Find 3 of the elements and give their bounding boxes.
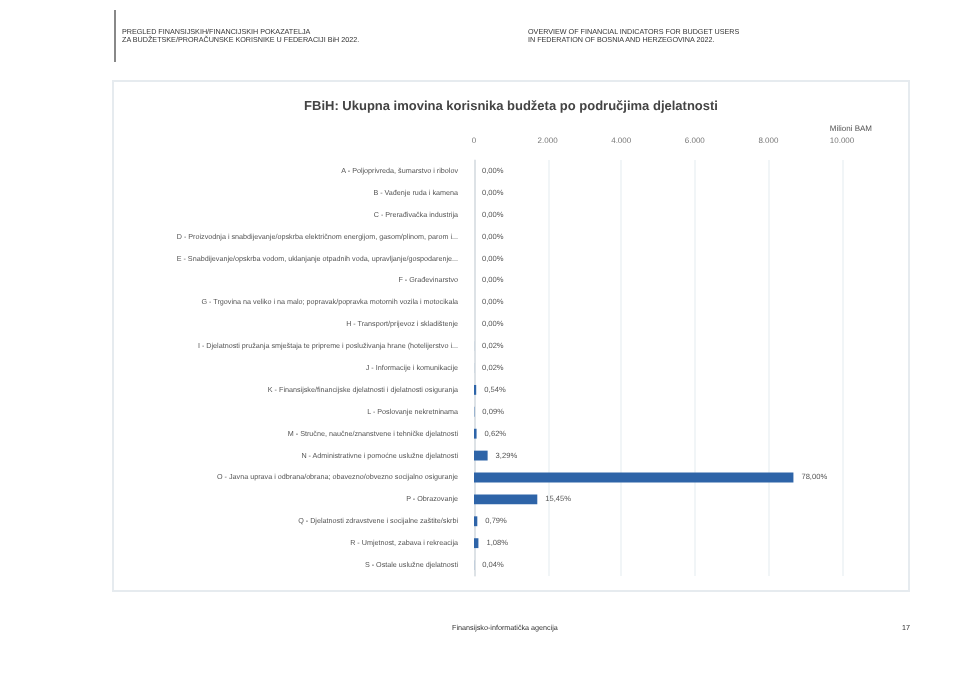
bar bbox=[474, 494, 538, 505]
bar bbox=[474, 450, 488, 461]
bar bbox=[474, 472, 794, 483]
